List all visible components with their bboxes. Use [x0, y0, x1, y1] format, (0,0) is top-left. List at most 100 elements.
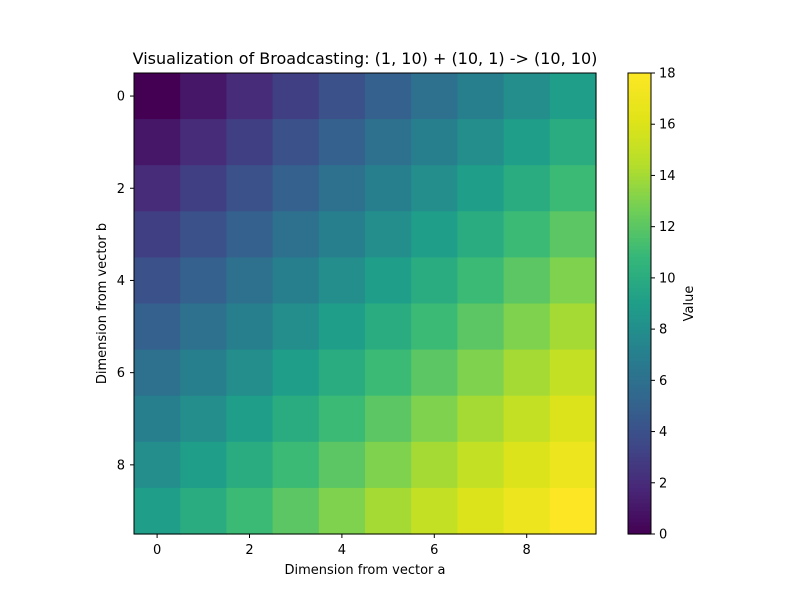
heatmap-cell: [318, 487, 366, 535]
colorbar-segment: [628, 315, 651, 320]
colorbar-segment: [628, 514, 651, 520]
colorbar-segment: [628, 295, 651, 301]
heatmap-cell: [549, 73, 597, 120]
colorbar-segment: [628, 499, 651, 504]
colorbar-segment: [628, 207, 651, 212]
heatmap-cell: [318, 349, 366, 397]
colorbar-segment: [628, 73, 651, 78]
colorbar-segment: [628, 380, 651, 385]
heatmap-cell: [180, 441, 227, 489]
heatmap-cell: [503, 119, 551, 166]
colorbar-segment: [628, 341, 651, 347]
colorbar-segment: [628, 84, 651, 89]
heatmap-cell: [365, 441, 412, 489]
colorbar-segment: [628, 157, 651, 162]
colorbar-segment: [628, 161, 651, 166]
colorbar-segment: [628, 361, 651, 366]
colorbar-segment: [628, 172, 651, 178]
heatmap-cells: [134, 73, 597, 535]
y-tick-label: 2: [117, 182, 125, 197]
heatmap-cell: [180, 257, 227, 305]
heatmap-cell: [226, 441, 274, 489]
heatmap-cell: [272, 349, 320, 397]
colorbar-segment: [628, 345, 651, 351]
colorbar-segment: [628, 115, 651, 120]
colorbar-segment: [628, 288, 651, 293]
colorbar-segment: [628, 338, 651, 343]
colorbar-segment: [628, 484, 651, 489]
colorbar-segment: [628, 476, 651, 481]
heatmap-cell: [411, 119, 458, 166]
heatmap-cell: [503, 395, 551, 443]
colorbar-segment: [628, 395, 651, 401]
heatmap-cell: [365, 73, 412, 120]
colorbar-segment: [628, 130, 651, 136]
heatmap-cell: [549, 349, 597, 397]
colorbar-segment: [628, 238, 651, 243]
colorbar-segment: [628, 426, 651, 431]
x-axis-ticks: 0 2 4 6 8: [153, 534, 531, 558]
colorbar-segment: [628, 280, 651, 285]
heatmap-cell: [457, 349, 505, 397]
colorbar-segment: [628, 142, 651, 147]
heatmap-cell: [457, 165, 505, 212]
colorbar-segment: [628, 326, 651, 331]
heatmap-cell: [180, 119, 227, 166]
heatmap-cell: [318, 441, 366, 489]
heatmap-cell: [457, 441, 505, 489]
heatmap-cell: [134, 395, 181, 443]
heatmap-cell: [549, 395, 597, 443]
heatmap-cell: [180, 73, 227, 120]
colorbar-segment: [628, 364, 651, 370]
colorbar-segment: [628, 464, 651, 470]
colorbar-tick-label: 4: [659, 425, 667, 440]
heatmap-cell: [503, 349, 551, 397]
y-tick-label: 6: [117, 366, 125, 381]
colorbar-segment: [628, 218, 651, 224]
heatmap-cell: [318, 73, 366, 120]
heatmap-cell: [272, 441, 320, 489]
colorbar-segment: [628, 330, 651, 335]
colorbar-segment: [628, 418, 651, 424]
colorbar-segment: [628, 257, 651, 262]
heatmap-cell: [365, 257, 412, 305]
heatmap-cell: [503, 441, 551, 489]
heatmap-cell: [272, 395, 320, 443]
heatmap-cell: [180, 303, 227, 351]
colorbar-segment: [628, 92, 651, 97]
colorbar-segment: [628, 384, 651, 389]
colorbar-segment: [628, 195, 651, 201]
colorbar-segment: [628, 165, 651, 170]
heatmap-cell: [226, 395, 274, 443]
colorbar-segment: [628, 357, 651, 362]
heatmap-cell: [549, 165, 597, 212]
heatmap-cell: [226, 303, 274, 351]
colorbar-segment: [628, 399, 651, 404]
colorbar-segment: [628, 99, 651, 105]
heatmap-cell: [318, 395, 366, 443]
heatmap-cell: [134, 487, 181, 535]
heatmap-cell: [549, 257, 597, 305]
colorbar-segment: [628, 245, 651, 251]
heatmap-cell: [180, 349, 227, 397]
heatmap-cell: [180, 487, 227, 535]
heatmap-cell: [134, 349, 181, 397]
colorbar-segment: [628, 234, 651, 239]
colorbar-segment: [628, 96, 651, 101]
heatmap-cell: [134, 257, 181, 305]
colorbar-segment: [628, 119, 651, 124]
colorbar-segment: [628, 449, 651, 454]
colorbar-segment: [628, 487, 651, 493]
colorbar-segment: [628, 461, 651, 466]
colorbar-segment: [628, 414, 651, 420]
heatmap-cell: [365, 395, 412, 443]
colorbar-segment: [628, 272, 651, 278]
colorbar-segment: [628, 368, 651, 374]
colorbar-tick-label: 18: [659, 67, 676, 82]
colorbar-ticks: 0 2 4 6 8 10 12 14 16 18: [651, 67, 676, 543]
heatmap-cell: [226, 211, 274, 258]
heatmap-cell: [411, 395, 458, 443]
colorbar-segment: [628, 503, 651, 508]
colorbar-segment: [628, 276, 651, 282]
heatmap-cell: [365, 211, 412, 258]
